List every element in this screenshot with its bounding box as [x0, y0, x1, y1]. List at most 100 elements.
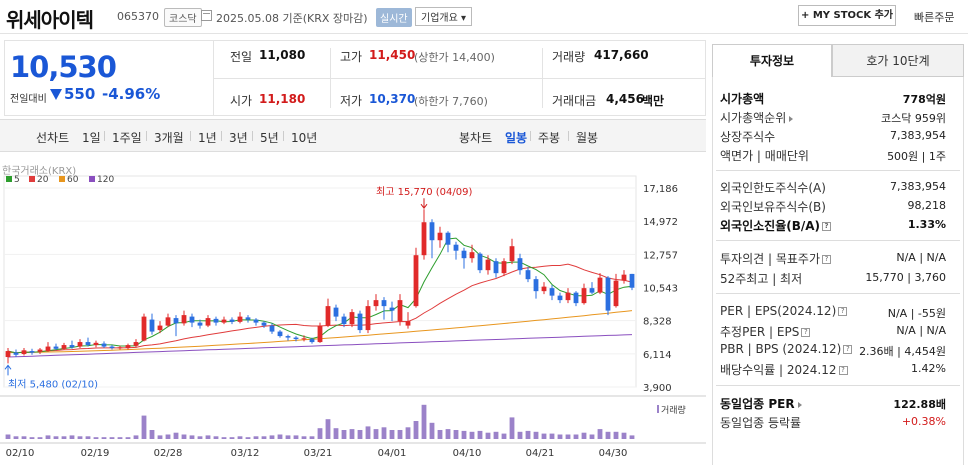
max-arrow-head: [420, 203, 428, 210]
tab-orderbook[interactable]: 호가 10단계: [832, 44, 964, 77]
volume-bar: [69, 435, 75, 439]
volume-bar: [517, 431, 523, 439]
tab-3year[interactable]: 3년: [229, 131, 248, 145]
par-value: 500원 | 1주: [887, 150, 946, 163]
stock-code: 065370: [117, 10, 159, 23]
open-value: 11,180: [259, 92, 306, 106]
tab-monthly[interactable]: 월봉: [576, 131, 599, 145]
candle-body: [389, 307, 395, 311]
tab-10year[interactable]: 10년: [291, 131, 318, 145]
volume-bar: [101, 437, 107, 439]
tab-separator: [530, 131, 531, 141]
tab-separator: [252, 131, 253, 141]
tab-line-chart[interactable]: 선차트: [36, 131, 70, 145]
volume-bar: [629, 435, 635, 439]
candle-body: [573, 292, 579, 304]
foreign-limit-value: 7,383,954: [890, 180, 946, 193]
candle-body: [69, 345, 75, 348]
volume-bar: [261, 436, 267, 439]
tab-1week[interactable]: 1주일: [112, 131, 142, 145]
tab-candle-chart[interactable]: 봉차트: [459, 131, 493, 145]
tab-1year[interactable]: 1년: [198, 131, 217, 145]
realtime-badge[interactable]: 실시간: [376, 8, 412, 27]
foreign-rate-label: 외국인소진율(B/A): [720, 219, 821, 233]
legend-label-5: 5: [14, 175, 20, 185]
tab-investment-info[interactable]: 투자정보: [712, 44, 832, 77]
volume-bar: [245, 437, 251, 439]
help-icon[interactable]: ?: [843, 345, 853, 354]
arrow-right-icon: [789, 115, 794, 122]
tab-separator: [104, 131, 105, 141]
volume-bar: [213, 436, 219, 439]
shares-label: 상장주식수: [720, 130, 776, 144]
min-annotation: 최저 5,480 (02/10): [8, 378, 98, 390]
candle-body: [197, 322, 203, 326]
candle-body: [485, 259, 491, 271]
volume-bar: [45, 435, 51, 439]
volume-bar: [509, 417, 515, 439]
legend-label-60: 60: [67, 175, 79, 185]
industry-per-label: 동일업종 PER: [720, 397, 795, 411]
volume-legend-swatch: [657, 405, 659, 413]
x-tick-label: 02/19: [81, 448, 110, 459]
market-cap-label: 시가총액: [720, 92, 765, 106]
volume-bar: [13, 436, 19, 439]
stock-chart[interactable]: 한국거래소(KRX)5 20 60 120 17,186 14,972 12,757 10,5…: [0, 155, 706, 465]
volume-bar: [53, 436, 59, 439]
candle-body: [309, 339, 315, 343]
my-stock-add-button[interactable]: + MY STOCK 추가: [798, 5, 896, 26]
tab-weekly[interactable]: 주봉: [538, 131, 561, 145]
y-tick-label: 3,900: [643, 383, 672, 394]
candle-body: [285, 336, 291, 338]
volume-bar: [93, 437, 99, 439]
legend-label-120: 120: [97, 175, 114, 185]
max-annotation: 최고 15,770 (04/09): [376, 186, 472, 198]
change-percent: -4.96%: [102, 85, 161, 103]
est-per-value: N/A | N/A: [896, 324, 946, 337]
volume-bar: [533, 431, 539, 439]
volume-bar: [389, 430, 395, 439]
volume-bar: [77, 436, 83, 439]
candle-body: [589, 288, 595, 293]
candle-body: [29, 351, 35, 353]
header: [0, 0, 968, 34]
help-icon[interactable]: ?: [838, 366, 848, 375]
tab-1day[interactable]: 1일: [82, 131, 101, 145]
legend-swatch: [89, 176, 95, 182]
candle-body: [509, 246, 515, 262]
tab-daily[interactable]: 일봉: [505, 131, 528, 145]
candle-body: [429, 222, 435, 241]
legend-swatch: [6, 176, 12, 182]
tab-5year[interactable]: 5년: [260, 131, 279, 145]
candle-body: [181, 315, 187, 324]
volume-bar: [341, 430, 347, 439]
help-icon[interactable]: ?: [801, 328, 811, 337]
help-icon[interactable]: ?: [838, 307, 848, 316]
cap-rank-value: 코스닥 959위: [881, 112, 946, 125]
tab-3month[interactable]: 3개월: [154, 131, 184, 145]
volume-bar: [557, 434, 563, 439]
candle-body: [101, 343, 107, 347]
candle-body: [501, 261, 507, 274]
high-label: 고가: [340, 50, 363, 64]
candle-body: [109, 346, 115, 349]
candle-body: [149, 319, 155, 332]
volume-bar: [189, 435, 195, 439]
help-icon[interactable]: ?: [822, 222, 832, 231]
corp-info-dropdown[interactable]: 기업개요 ▾: [415, 7, 472, 26]
foreign-hold-value: 98,218: [907, 199, 947, 212]
x-tick-label: 04/30: [599, 448, 628, 459]
volume-bar: [269, 435, 275, 439]
quick-order-link[interactable]: 빠른주문: [914, 11, 955, 24]
divider: [213, 40, 214, 116]
candle-body: [349, 312, 355, 325]
candle-body: [445, 232, 451, 245]
candle-body: [277, 331, 283, 337]
help-icon[interactable]: ?: [822, 255, 831, 264]
candle-body: [373, 300, 379, 307]
candle-body: [469, 252, 475, 259]
candle-body: [77, 342, 83, 347]
candle-body: [317, 325, 323, 343]
candle-body: [397, 300, 403, 322]
amount-label: 거래대금: [552, 94, 597, 108]
